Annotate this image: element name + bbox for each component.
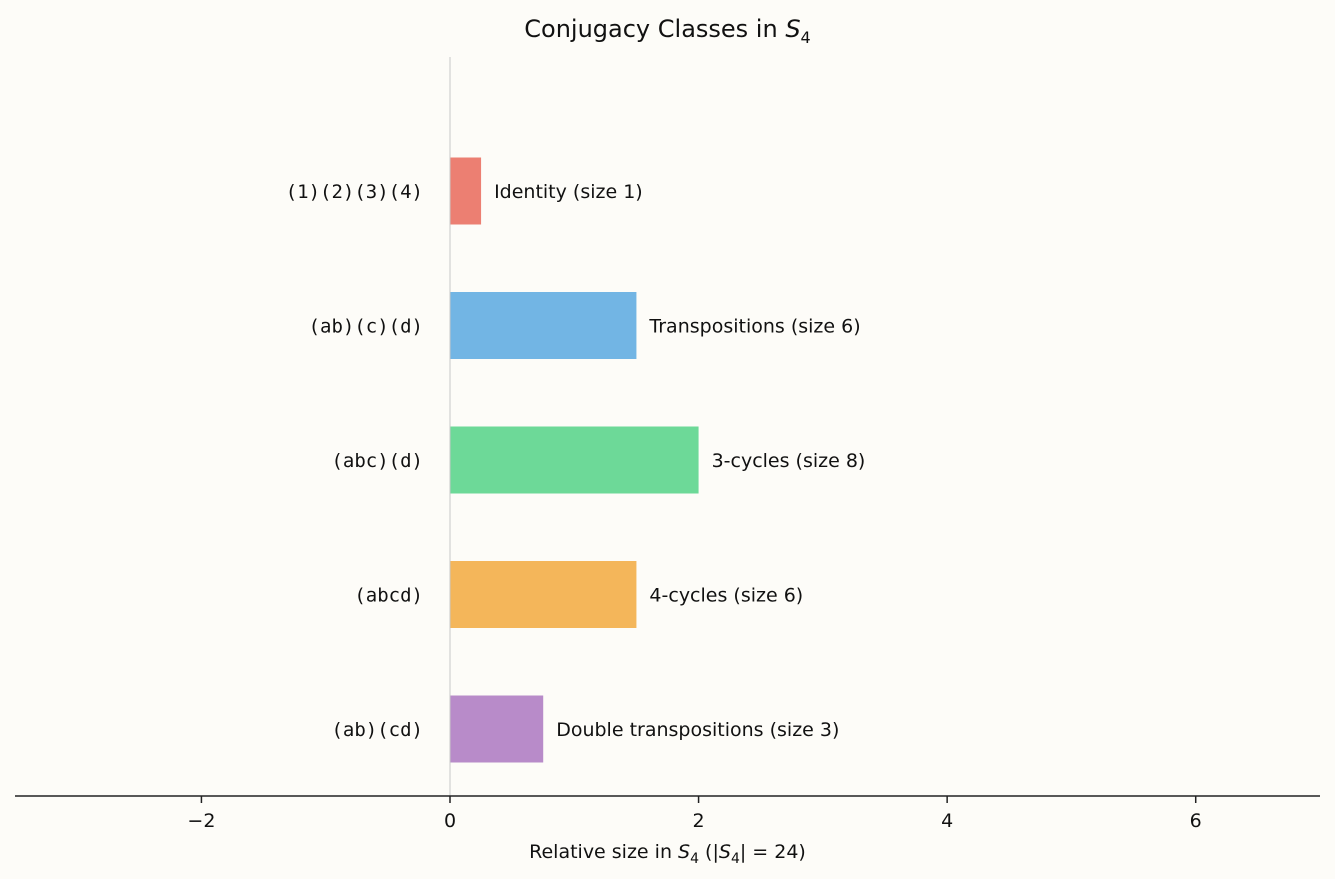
- category-label-0: (1)(2)(3)(4): [286, 181, 423, 203]
- bar-2: [450, 426, 699, 494]
- x-axis-label: Relative size in S4 (|S4| = 24): [529, 841, 806, 867]
- x-tick-label-2: 2: [693, 810, 705, 832]
- bar-value-label-3: 4-cycles (size 6): [649, 585, 803, 607]
- category-label-4: (ab)(cd): [331, 719, 423, 741]
- x-tick-label-3: 4: [941, 810, 953, 832]
- x-tick-label-0: −2: [187, 810, 215, 832]
- bar-value-label-0: Identity (size 1): [494, 181, 643, 203]
- bar-3: [450, 561, 637, 628]
- bar-value-label-2: 3-cycles (size 8): [712, 450, 866, 472]
- bar-value-label-1: Transpositions (size 6): [648, 316, 860, 338]
- x-tick-label-4: 6: [1190, 810, 1202, 832]
- chart-title: Conjugacy Classes in S4: [524, 15, 810, 47]
- category-label-2: (abc)(d): [331, 450, 423, 472]
- x-axis-ticks: −2 0 2 4 6: [187, 796, 1202, 832]
- bar-value-label-4: Double transpositions (size 3): [556, 719, 839, 741]
- category-label-1: (ab)(c)(d): [309, 316, 423, 338]
- bar-1: [450, 292, 637, 359]
- x-tick-label-1: 0: [444, 810, 456, 832]
- bar-4: [450, 695, 544, 763]
- category-label-3: (abcd): [354, 585, 423, 607]
- bar-0: [450, 157, 482, 225]
- bars: (1)(2)(3)(4) Identity (size 1) (ab)(c)(d) T…: [286, 157, 866, 763]
